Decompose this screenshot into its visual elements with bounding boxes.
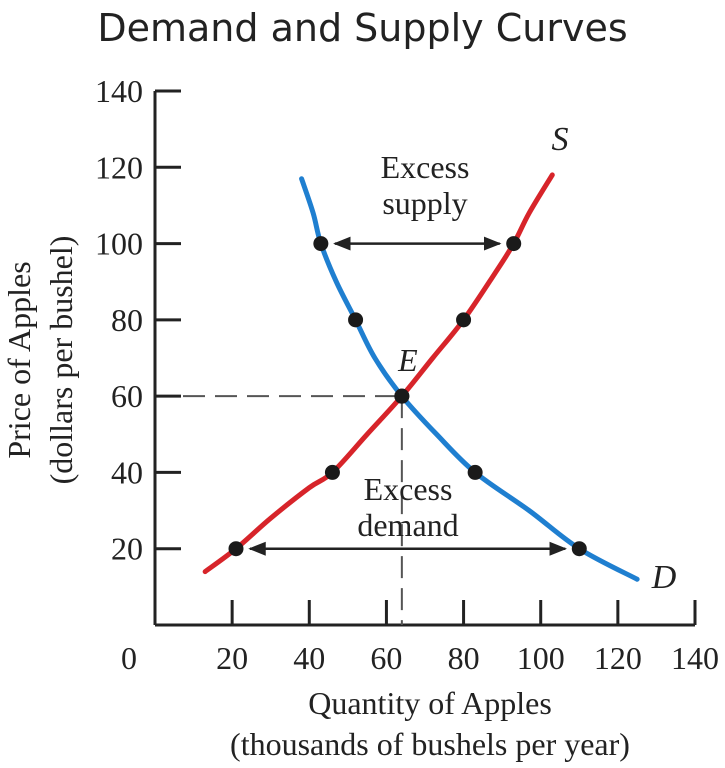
x-tick-label-80: 80	[448, 640, 480, 676]
x-tick-label-20: 20	[216, 640, 248, 676]
point-D-52-80	[348, 312, 364, 328]
x-tick-label-120: 120	[594, 640, 642, 676]
y-tick-label-100: 100	[95, 226, 143, 262]
y-tick-label-40: 40	[111, 454, 143, 490]
annotation-text-0-line2: supply	[382, 185, 467, 221]
point-D-43-100	[313, 236, 329, 252]
point-D-64-60	[394, 388, 410, 404]
demand-curve-label: D	[651, 559, 677, 596]
series-line-D	[299, 176, 640, 582]
y-tick-label-60: 60	[111, 378, 143, 414]
point-D-83-40	[467, 464, 483, 480]
y-tick-label-140: 140	[95, 73, 143, 109]
point-S-93-100	[506, 236, 522, 252]
x-tick-label-140: 140	[671, 640, 719, 676]
point-S-46-40	[324, 464, 340, 480]
x-tick-label-100: 100	[517, 640, 565, 676]
supply-curve-label: S	[552, 121, 569, 158]
point-S-80-80	[456, 312, 472, 328]
annotation-text-0-line1: Excess	[381, 149, 470, 185]
x-axis-label: Quantity of Apples	[308, 685, 552, 721]
y-axis-sublabel: (dollars per bushel)	[43, 236, 79, 485]
x-tick-label-0: 0	[121, 640, 137, 676]
y-axis-label: Price of Apples	[1, 261, 37, 458]
y-tick-label-80: 80	[111, 302, 143, 338]
annotation-text-1-line1: Excess	[364, 471, 453, 507]
x-axis-sublabel: (thousands of bushels per year)	[230, 726, 630, 762]
x-tick-label-60: 60	[370, 640, 402, 676]
point-D-110-20	[571, 541, 587, 557]
y-tick-label-120: 120	[95, 149, 143, 185]
point-S-21-20	[228, 541, 244, 557]
chart-title: Demand and Supply Curves	[97, 6, 628, 50]
annotation-text-1-line2: demand	[357, 507, 458, 543]
equilibrium-label: E	[397, 342, 418, 378]
y-tick-label-20: 20	[111, 531, 143, 567]
x-tick-label-40: 40	[293, 640, 325, 676]
